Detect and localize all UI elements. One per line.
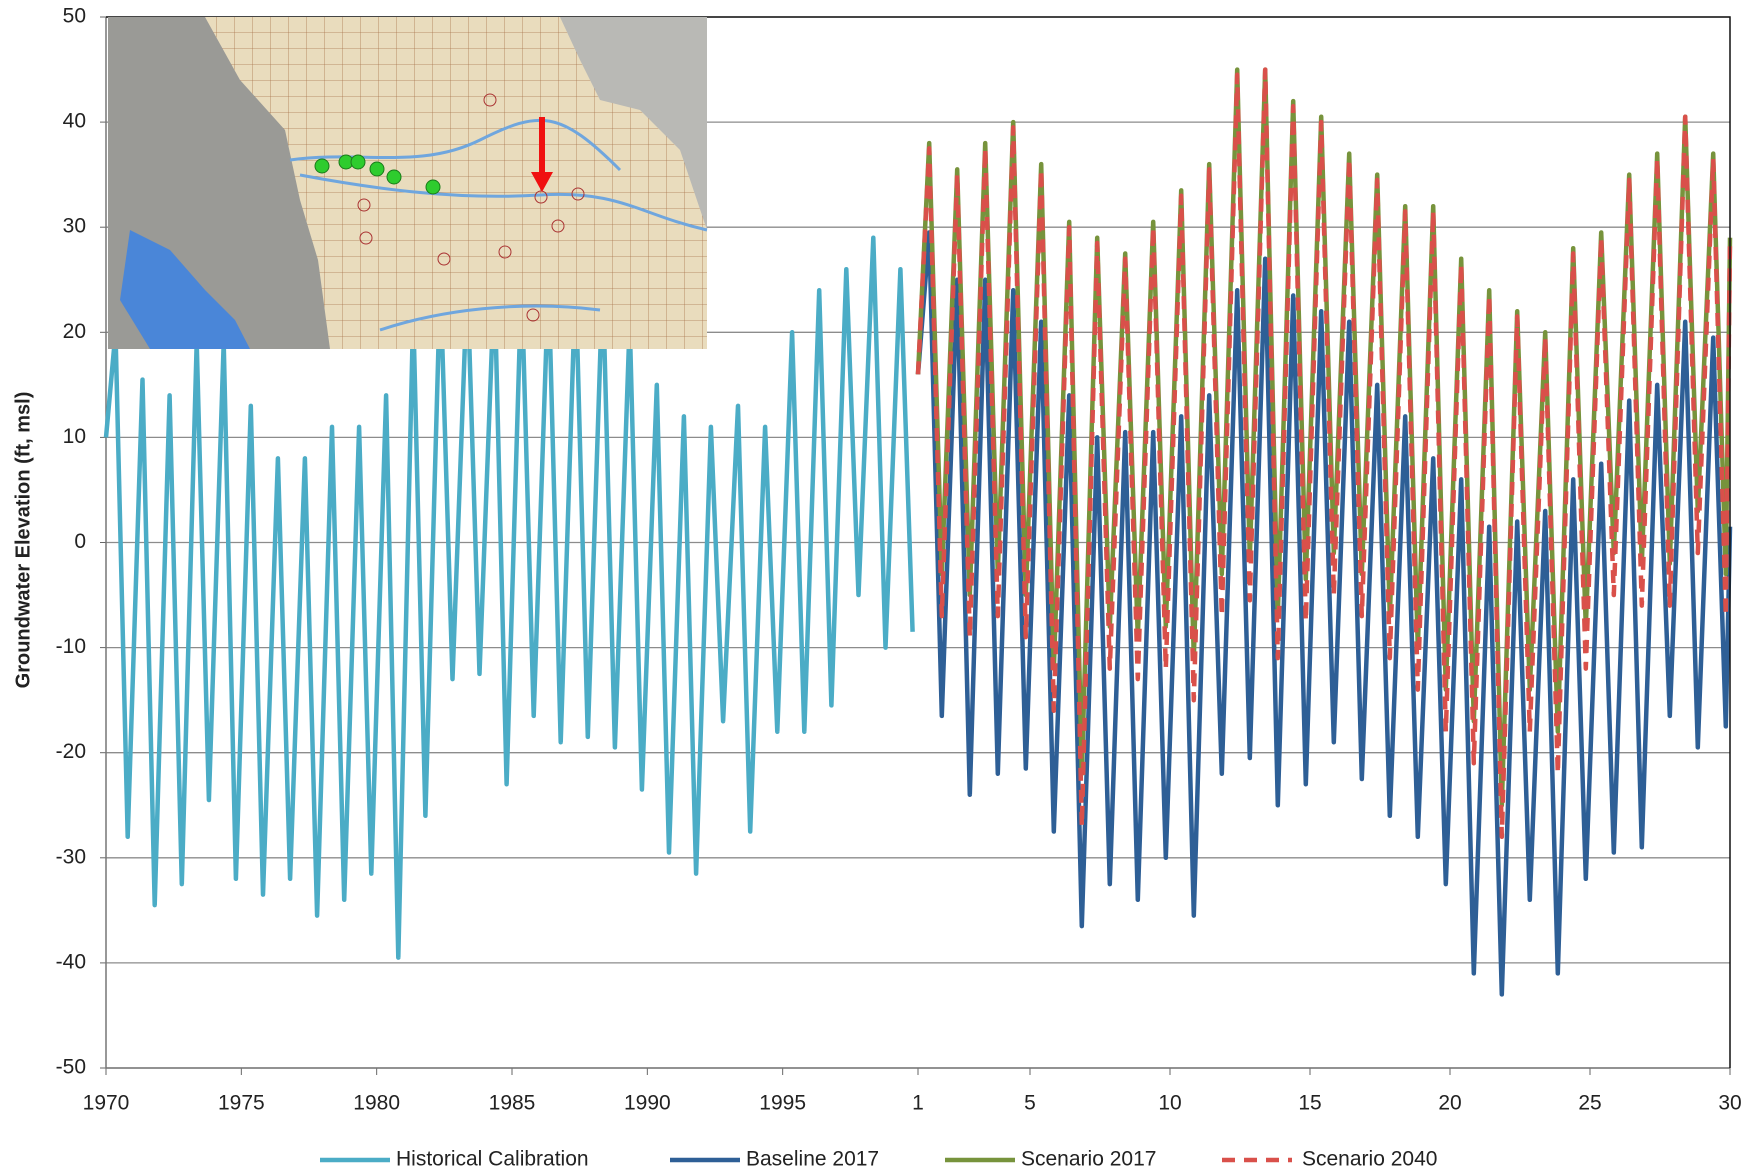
- x-tick-label: 25: [1578, 1092, 1601, 1115]
- legend: Historical Calibration Baseline 2017 Scena…: [320, 1148, 1437, 1171]
- y-tick-label: 50: [63, 5, 86, 28]
- legend-label: Scenario 2017: [1021, 1148, 1156, 1171]
- x-tick-label: 1970: [83, 1092, 130, 1115]
- page: Groundwater Elevation (ft, msl) -50 -40 -3…: [0, 0, 1745, 1172]
- x-tick-label: 15: [1298, 1092, 1321, 1115]
- x-tick-label: 1990: [624, 1092, 671, 1115]
- legend-label: Baseline 2017: [746, 1148, 879, 1171]
- x-tick-label: 10: [1158, 1092, 1181, 1115]
- x-tick-label: 5: [1024, 1092, 1036, 1115]
- x-tick-label: 1985: [489, 1092, 536, 1115]
- y-tick-label: -50: [56, 1056, 86, 1079]
- x-tick-label: 20: [1438, 1092, 1461, 1115]
- y-tick-label: 0: [74, 530, 86, 553]
- x-tick-label: 1975: [218, 1092, 265, 1115]
- x-tick-label: 1: [912, 1092, 924, 1115]
- legend-label: Scenario 2040: [1302, 1148, 1437, 1171]
- legend-label: Historical Calibration: [396, 1148, 589, 1171]
- x-tick-label: 1995: [759, 1092, 806, 1115]
- y-tick-label: 40: [63, 110, 86, 133]
- y-tick-label: 20: [63, 320, 86, 343]
- chart: Groundwater Elevation (ft, msl) -50 -40 -3…: [0, 0, 1745, 1172]
- x-tick-label: 30: [1718, 1092, 1741, 1115]
- y-tick-label: -20: [56, 740, 86, 763]
- series-line: [918, 233, 1730, 995]
- inset-map: [108, 17, 707, 349]
- y-tick-label: -40: [56, 950, 86, 973]
- y-tick-label: -30: [56, 845, 86, 868]
- y-axis-label: Groundwater Elevation (ft, msl): [12, 392, 34, 689]
- y-tick-label: 30: [63, 215, 86, 238]
- y-tick-label: 10: [63, 425, 86, 448]
- y-tick-label: -10: [56, 635, 86, 658]
- x-tick-label: 1980: [353, 1092, 400, 1115]
